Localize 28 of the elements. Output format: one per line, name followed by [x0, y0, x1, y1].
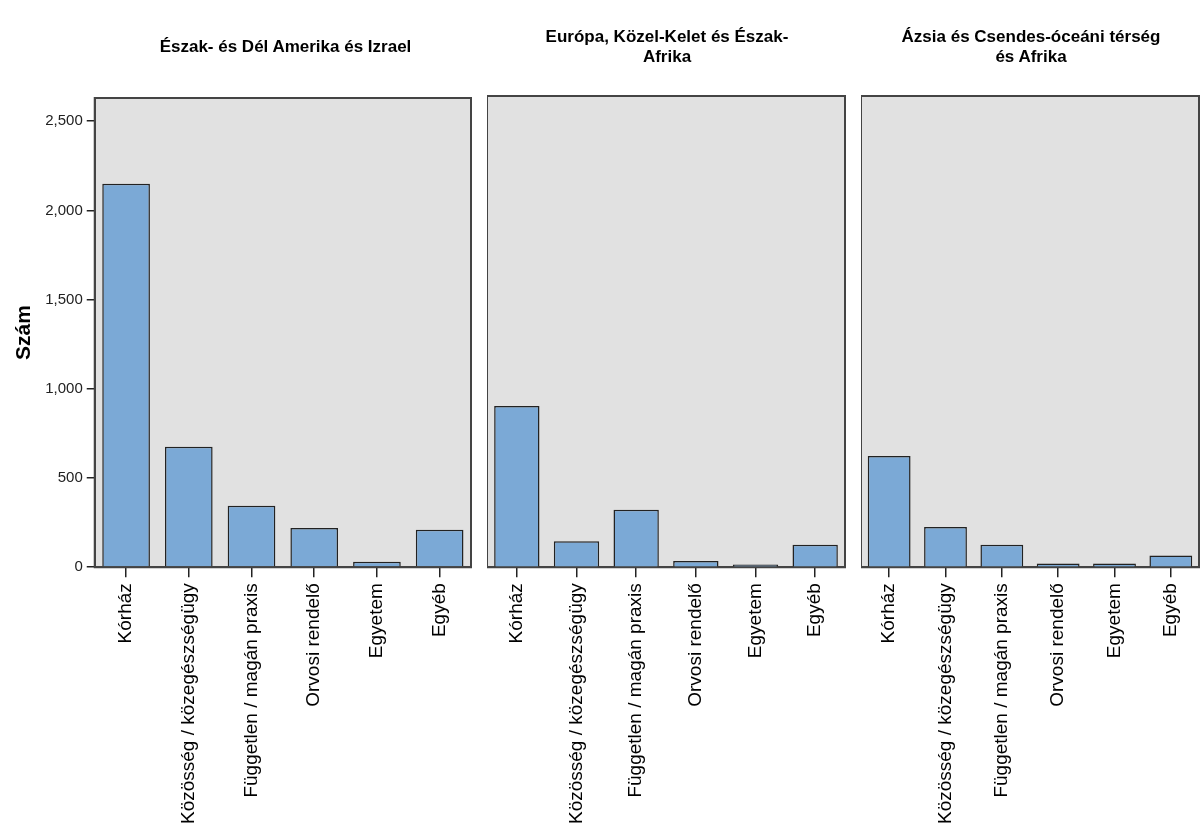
y-axis-title: Szám — [11, 305, 35, 361]
x-tick-label: Közösség / közegészségügy — [564, 582, 586, 824]
x-tick-label: Egyéb — [803, 583, 825, 638]
x-tick-label: Orvosi rendelő — [302, 583, 324, 707]
x-tick-label: Egyéb — [1159, 583, 1181, 638]
y-tick-label: 2,500 — [45, 111, 83, 129]
x-tick-label: Orvosi rendelő — [684, 583, 706, 707]
y-tick-label: 1,000 — [45, 378, 83, 396]
chart-title: Európa, Közel-Kelet és Észak-Afrika — [544, 25, 790, 68]
x-tick-label: Orvosi rendelő — [1046, 583, 1068, 707]
x-tick-label: Kórház — [877, 583, 899, 644]
x-tick-label: Egyéb — [427, 583, 449, 638]
y-tick-label: 0 — [74, 557, 83, 575]
x-tick-label: Független / magán praxis — [239, 583, 261, 798]
x-tick-label: Független / magán praxis — [624, 583, 646, 798]
y-tick-label: 1,500 — [45, 289, 83, 307]
x-tick-label: Egyetem — [365, 583, 387, 659]
x-tick-label: Kórház — [505, 583, 527, 644]
x-tick-label: Közösség / közegészségügy — [177, 582, 199, 824]
x-tick-label: Kórház — [114, 583, 136, 644]
chart-title: Ázsia és Csendes-óceáni térség és Afrika — [900, 25, 1162, 68]
y-tick-label: 2,000 — [45, 200, 83, 218]
y-tick-label: 500 — [57, 468, 83, 486]
chart-title: Észak- és Dél Amerika és Izrael — [158, 35, 413, 58]
x-tick-label: Egyetem — [743, 583, 765, 659]
x-tick-label: Közösség / közegészségügy — [933, 582, 955, 824]
x-tick-label: Egyetem — [1102, 583, 1124, 659]
x-tick-label: Független / magán praxis — [990, 583, 1012, 798]
